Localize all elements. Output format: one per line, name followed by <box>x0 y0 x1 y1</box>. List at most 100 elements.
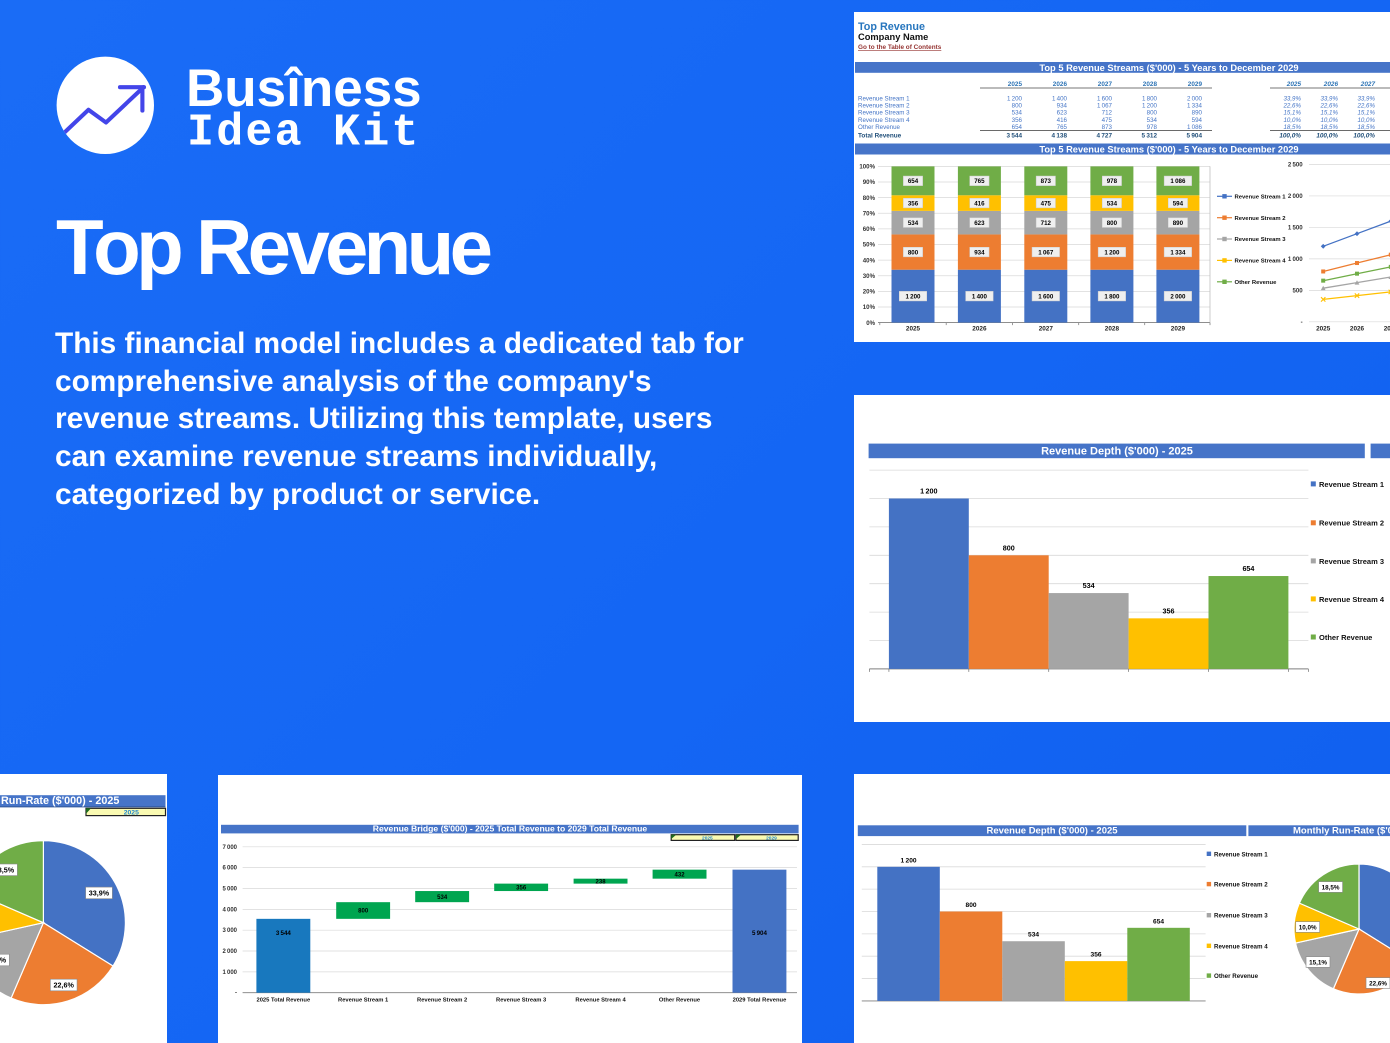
svg-text:Monthly Run-Rate ($'000) - 202: Monthly Run-Rate ($'000) - 2025 <box>1293 826 1390 837</box>
svg-text:3 544: 3 544 <box>1007 132 1023 139</box>
svg-text:356: 356 <box>1163 606 1175 615</box>
svg-text:Revenue Stream 2: Revenue Stream 2 <box>1214 882 1268 889</box>
svg-text:800: 800 <box>358 909 369 915</box>
svg-text:Revenue Stream 1: Revenue Stream 1 <box>858 96 910 103</box>
svg-text:Top 5 Revenue Streams ($'000): Top 5 Revenue Streams ($'000) - 5 Years … <box>1039 63 1298 73</box>
svg-text:15,1%: 15,1% <box>1320 110 1338 117</box>
svg-text:500: 500 <box>1293 288 1304 295</box>
svg-text:4 727: 4 727 <box>1097 132 1113 139</box>
svg-text:2029: 2029 <box>1188 81 1203 88</box>
svg-text:Revenue Stream 2: Revenue Stream 2 <box>1235 216 1287 222</box>
svg-text:1 600: 1 600 <box>1097 96 1113 103</box>
svg-text:475: 475 <box>1041 200 1052 207</box>
svg-text:6 000: 6 000 <box>222 866 237 872</box>
svg-text:22,6%: 22,6% <box>1369 980 1387 987</box>
svg-text:2 000: 2 000 <box>1187 96 1203 103</box>
svg-text:1 000: 1 000 <box>1288 256 1303 263</box>
svg-text:765: 765 <box>974 178 985 185</box>
svg-text:356: 356 <box>516 886 527 892</box>
svg-text:70%: 70% <box>863 210 876 217</box>
svg-text:594: 594 <box>1173 200 1184 207</box>
svg-text:2026: 2026 <box>1323 81 1339 88</box>
svg-text:594: 594 <box>1192 117 1203 124</box>
svg-text:800: 800 <box>966 902 977 909</box>
svg-text:5 904: 5 904 <box>752 930 768 937</box>
svg-text:Busîness: Busîness <box>186 59 422 118</box>
svg-text:15,1%: 15,1% <box>1357 110 1375 117</box>
svg-text:10,0%: 10,0% <box>1357 117 1375 124</box>
svg-text:100,0%: 100,0% <box>1353 132 1375 139</box>
svg-text:Other Revenue: Other Revenue <box>1319 633 1372 642</box>
svg-text:100,0%: 100,0% <box>1316 132 1338 139</box>
svg-text:623: 623 <box>974 220 985 227</box>
svg-text:22,6%: 22,6% <box>1282 103 1301 110</box>
svg-text:Company Name: Company Name <box>858 32 928 42</box>
svg-text:Revenue Depth ($'000) - 2025: Revenue Depth ($'000) - 2025 <box>1041 446 1193 458</box>
svg-text:1 067: 1 067 <box>1097 103 1113 110</box>
svg-text:33,9%: 33,9% <box>1320 96 1338 103</box>
svg-text:Other Revenue: Other Revenue <box>1214 973 1259 980</box>
svg-text:18,5%: 18,5% <box>1357 124 1375 131</box>
svg-text:18,5%: 18,5% <box>0 865 15 874</box>
svg-text:2 000: 2 000 <box>1288 193 1303 200</box>
svg-text:2028: 2028 <box>1143 81 1158 88</box>
svg-text:1 086: 1 086 <box>1187 124 1203 131</box>
svg-text:20%: 20% <box>863 289 876 296</box>
svg-text:Revenue Stream 1: Revenue Stream 1 <box>1319 480 1384 489</box>
svg-text:90%: 90% <box>863 179 876 186</box>
svg-text:33,9%: 33,9% <box>1357 96 1375 103</box>
svg-text:Idea Kit: Idea Kit <box>187 108 421 159</box>
svg-text:873: 873 <box>1102 124 1113 131</box>
svg-text:5 904: 5 904 <box>1187 132 1203 139</box>
svg-text:800: 800 <box>1003 543 1015 552</box>
svg-text:40%: 40% <box>863 257 876 264</box>
svg-text:-: - <box>1301 319 1303 326</box>
svg-text:15,1%: 15,1% <box>1283 110 1301 117</box>
svg-text:534: 534 <box>1107 200 1118 207</box>
svg-text:356: 356 <box>1091 952 1102 959</box>
svg-text:1 800: 1 800 <box>1142 96 1158 103</box>
svg-text:22,6%: 22,6% <box>54 981 75 990</box>
svg-text:Revenue Stream 4: Revenue Stream 4 <box>1214 943 1268 950</box>
svg-text:2025 Total Revenue: 2025 Total Revenue <box>256 998 310 1004</box>
svg-text:978: 978 <box>1107 178 1118 185</box>
svg-text:4 138: 4 138 <box>1052 132 1068 139</box>
svg-text:534: 534 <box>1147 117 1158 124</box>
svg-text:1 200: 1 200 <box>1142 103 1158 110</box>
svg-text:Other Revenue: Other Revenue <box>1235 280 1278 286</box>
svg-text:Revenue Stream 4: Revenue Stream 4 <box>575 998 626 1004</box>
svg-text:30%: 30% <box>863 273 876 280</box>
svg-text:15,1%: 15,1% <box>0 956 7 965</box>
svg-text:475: 475 <box>1102 117 1113 124</box>
svg-text:654: 654 <box>1012 124 1023 131</box>
svg-text:534: 534 <box>1012 110 1023 117</box>
svg-text:2025: 2025 <box>1316 326 1331 333</box>
svg-text:22,6%: 22,6% <box>1356 103 1375 110</box>
svg-text:2029 Total Revenue: 2029 Total Revenue <box>733 998 787 1004</box>
svg-text:800: 800 <box>908 249 919 256</box>
svg-text:50%: 50% <box>863 242 876 249</box>
svg-text:2027: 2027 <box>1384 326 1390 333</box>
svg-text:623: 623 <box>1057 110 1068 117</box>
svg-text:1 067: 1 067 <box>1038 249 1054 256</box>
svg-text:3 000: 3 000 <box>222 928 237 934</box>
svg-text:356: 356 <box>908 200 919 207</box>
svg-text:534: 534 <box>908 220 919 227</box>
svg-text:978: 978 <box>1147 124 1158 131</box>
svg-text:1 334: 1 334 <box>1170 249 1186 256</box>
svg-text:15,1%: 15,1% <box>1309 959 1327 966</box>
svg-text:1 600: 1 600 <box>1038 293 1054 300</box>
svg-text:1 400: 1 400 <box>1052 96 1068 103</box>
svg-text:800: 800 <box>1147 110 1158 117</box>
svg-text:Revenue Depth ($'000) - 2025: Revenue Depth ($'000) - 2025 <box>986 826 1118 837</box>
svg-text:712: 712 <box>1041 220 1052 227</box>
svg-text:1 400: 1 400 <box>972 293 988 300</box>
svg-text:2025: 2025 <box>124 809 139 816</box>
svg-text:Revenue Stream 1: Revenue Stream 1 <box>1214 851 1268 858</box>
svg-text:Other Revenue: Other Revenue <box>858 124 901 131</box>
svg-text:80%: 80% <box>863 195 876 202</box>
svg-text:Total Revenue: Total Revenue <box>858 132 902 139</box>
svg-text:18,5%: 18,5% <box>1283 124 1301 131</box>
svg-text:2 000: 2 000 <box>222 949 237 955</box>
svg-text:416: 416 <box>974 200 985 207</box>
